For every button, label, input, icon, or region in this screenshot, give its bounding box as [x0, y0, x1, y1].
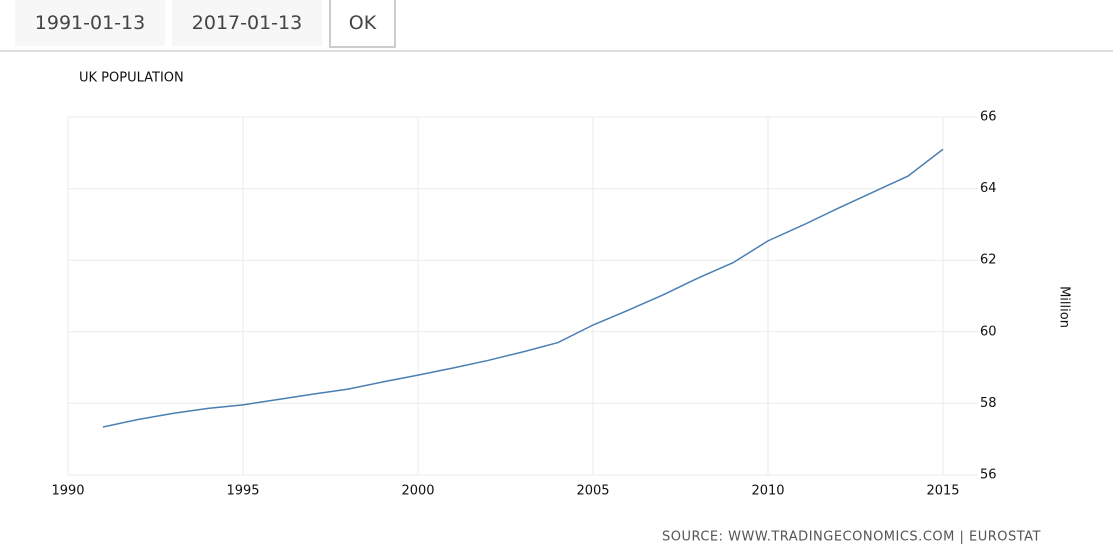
x-tick-label: 1990 [51, 484, 84, 499]
toolbar-divider [0, 50, 1113, 52]
x-tick-label: 1995 [226, 484, 259, 499]
y-tick-label: 64 [980, 181, 997, 196]
y-tick-label: 58 [980, 396, 997, 411]
x-tick-label: 2015 [926, 484, 959, 499]
source: SOURCE: WWW.TRADINGECONOMICS.COM | EUROS… [662, 530, 1041, 545]
chart-title: UK POPULATION [79, 71, 184, 86]
end-date-input[interactable]: 2017-01-13 [172, 0, 322, 46]
data-line [102, 148, 944, 428]
x-tick-label: 2010 [751, 484, 784, 499]
x-tick-label: 2000 [401, 484, 434, 499]
y-tick-label: 66 [980, 110, 997, 125]
y-tick-label: 56 [980, 468, 997, 483]
x-tick-label: 2005 [576, 484, 609, 499]
ok-button[interactable]: OK [329, 0, 396, 48]
y-tick-label: 62 [980, 253, 997, 268]
y-axis-label: Million [1057, 286, 1072, 328]
y-tick-label: 60 [980, 324, 997, 339]
start-date-input[interactable]: 1991-01-13 [15, 0, 165, 46]
